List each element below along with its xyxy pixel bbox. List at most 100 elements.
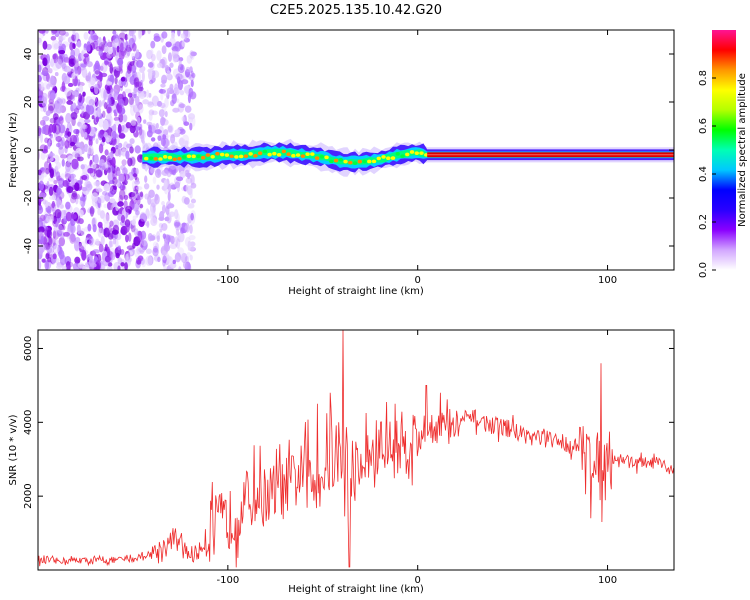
noise-blob [163, 179, 168, 190]
noise-blob [114, 38, 120, 47]
noise-blob [167, 190, 171, 202]
noise-blob [71, 158, 79, 170]
noise-blob [162, 233, 167, 239]
noise-blob [156, 184, 160, 190]
noise-blob [109, 198, 116, 204]
noise-blob [81, 186, 88, 192]
noise-blob [85, 181, 93, 192]
ridge-hotspot [371, 159, 377, 164]
noise-blob [174, 129, 181, 134]
ridge-hotspot [267, 152, 272, 157]
noise-blob [154, 194, 160, 205]
noise-blob [91, 192, 99, 203]
noise-blob [38, 38, 43, 46]
ridge-hotspot [352, 161, 358, 165]
noise-blob [86, 123, 91, 135]
noise-blob [173, 88, 181, 93]
noise-blob [38, 30, 46, 34]
noise-blob [80, 164, 85, 170]
noise-blob [89, 262, 97, 268]
noise-blob [130, 118, 137, 127]
noise-blob [98, 143, 104, 154]
noise-blob [100, 65, 104, 71]
noise-blob [137, 230, 143, 242]
noise-blob [56, 185, 61, 196]
noise-blob [40, 172, 48, 178]
noise-blob [178, 103, 186, 109]
noise-blob [190, 212, 194, 221]
noise-blob [75, 147, 83, 158]
noise-blob [117, 257, 123, 265]
spectrogram-x-tick-label: -100 [216, 275, 239, 286]
ridge-hotspot [376, 156, 381, 161]
noise-blob [71, 214, 78, 220]
noise-blob [134, 228, 139, 236]
ridge-hotspot [234, 155, 239, 159]
noise-blob [174, 83, 178, 94]
noise-blob [48, 136, 55, 144]
noise-blob [90, 32, 98, 41]
noise-blob [88, 238, 96, 247]
noise-blob [179, 227, 185, 234]
noise-blob [129, 138, 135, 145]
noise-blob [79, 196, 86, 202]
snr-frame [37, 329, 675, 571]
noise-blob [124, 262, 128, 270]
noise-blob [102, 213, 110, 224]
noise-blob [122, 184, 126, 191]
noise-blob [137, 86, 144, 92]
noise-blob [56, 117, 61, 127]
noise-blob [170, 134, 176, 144]
noise-blob [81, 67, 88, 78]
noise-blob [100, 236, 105, 246]
noise-blob [123, 52, 130, 58]
noise-blob [145, 248, 153, 255]
ridge-hotspot [409, 150, 415, 154]
noise-blob [44, 161, 49, 170]
noise-blob [184, 169, 190, 175]
noise-blob [174, 236, 179, 247]
noise-blob [134, 180, 140, 185]
noise-blob [146, 213, 154, 219]
noise-blob [61, 265, 67, 270]
noise-blob [176, 213, 180, 223]
noise-blob [125, 223, 130, 233]
spectrogram-x-axis-label: Height of straight line (km) [288, 286, 424, 297]
noise-blob [148, 112, 153, 122]
noise-blob [38, 74, 42, 83]
noise-blob [134, 145, 141, 154]
noise-blob [41, 70, 49, 76]
noise-blob [76, 224, 81, 235]
noise-blob [97, 107, 102, 118]
noise-blob [133, 77, 140, 88]
noise-blob [49, 92, 56, 100]
noise-blob [38, 259, 42, 270]
noise-blob [68, 182, 74, 187]
noise-blob [125, 150, 130, 160]
noise-blob [159, 228, 163, 233]
noise-blob [156, 50, 162, 61]
noise-blob [136, 116, 141, 126]
noise-blob [126, 65, 132, 74]
noise-blob [125, 234, 129, 243]
ridge-hotspot [181, 155, 187, 159]
noise-blob [74, 56, 79, 68]
colorbar-gradient [712, 30, 736, 270]
noise-blob [186, 54, 193, 64]
noise-blob [126, 252, 132, 263]
noise-blob [89, 205, 95, 217]
noise-blob [61, 81, 66, 92]
noise-blob [135, 210, 140, 216]
noise-blob [129, 124, 136, 134]
noise-blob [57, 223, 63, 235]
noise-blob [88, 80, 95, 89]
noise-blob [164, 64, 170, 73]
noise-blob [112, 123, 117, 133]
noise-blob [145, 89, 150, 98]
noise-blob [65, 261, 71, 270]
noise-blob [116, 45, 120, 53]
noise-blob [66, 261, 74, 268]
noise-blob [120, 214, 126, 224]
noise-blob [120, 76, 126, 82]
noise-blob [58, 124, 66, 134]
